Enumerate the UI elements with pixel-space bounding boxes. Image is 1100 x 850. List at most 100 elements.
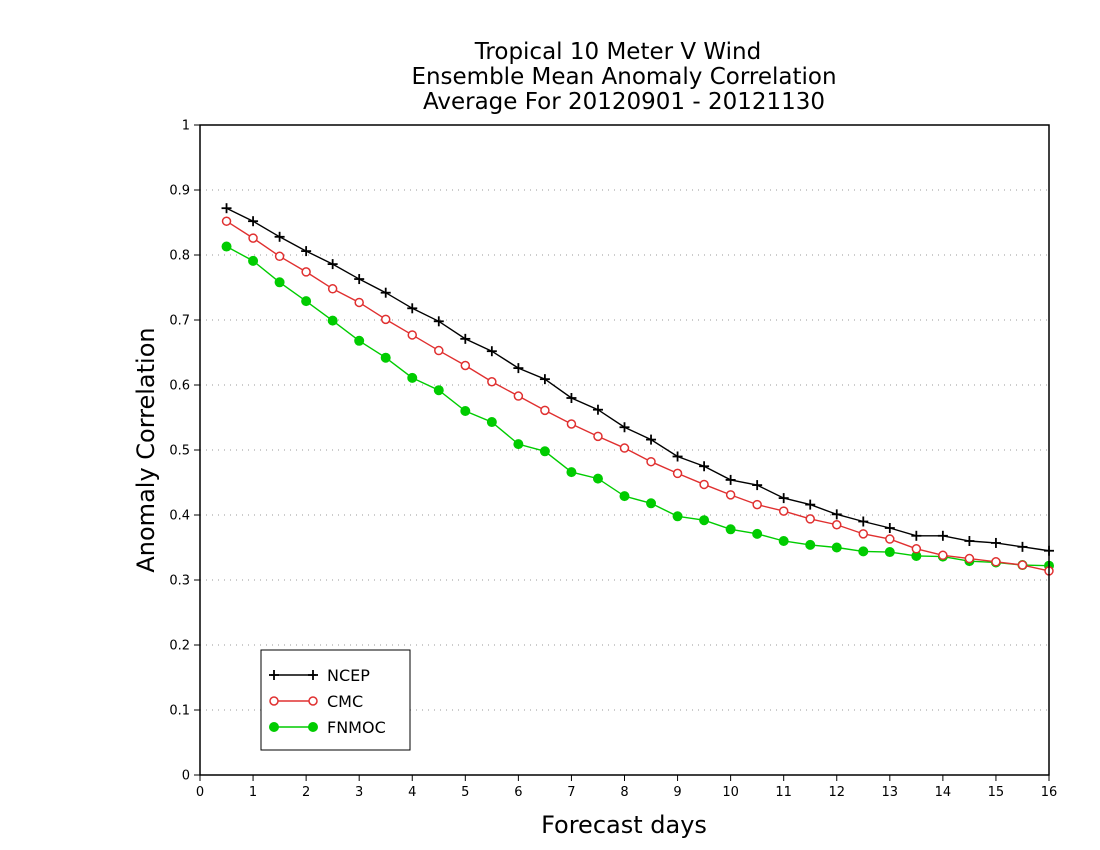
point-cmc-11 xyxy=(513,391,524,401)
point-cmc-19 xyxy=(725,490,736,500)
point-fnmoc-11 xyxy=(513,439,524,450)
point-ncep-20 xyxy=(752,480,763,491)
point-cmc-8 xyxy=(434,345,444,356)
point-cmc-28 xyxy=(964,553,975,564)
legend-label-fnmoc: FNMOC xyxy=(327,718,386,737)
point-cmc-26 xyxy=(911,544,922,554)
x-tick-label-10: 10 xyxy=(722,785,739,800)
point-fnmoc-5 xyxy=(354,335,365,346)
chart-title: Tropical 10 Meter V Wind Ensemble Mean A… xyxy=(411,39,836,115)
legend: NCEP CMC FNMOC xyxy=(260,649,411,751)
x-tick-label-7: 7 xyxy=(567,785,575,800)
point-cmc-2 xyxy=(274,251,285,262)
point-fnmoc-8 xyxy=(433,385,444,396)
point-ncep-24 xyxy=(858,516,869,527)
point-ncep-11 xyxy=(513,363,524,374)
chart-title-line-3: Average For 20120901 - 20121130 xyxy=(423,89,825,115)
x-axis-label: Forecast days xyxy=(541,811,707,839)
point-fnmoc-17 xyxy=(672,511,683,522)
point-fnmoc-25 xyxy=(884,547,895,558)
point-ncep-10 xyxy=(486,346,497,357)
point-cmc-24 xyxy=(858,529,869,539)
x-tick-label-6: 6 xyxy=(514,785,522,800)
x-tick-label-3: 3 xyxy=(355,785,363,800)
point-ncep-21 xyxy=(778,493,789,504)
y-tick-label-10: 1 xyxy=(182,119,190,134)
point-cmc-29 xyxy=(991,557,1001,567)
x-tick-label-16: 16 xyxy=(1041,785,1058,800)
x-tick-label-1: 1 xyxy=(249,785,257,800)
legend-item-cmc: CMC xyxy=(269,692,363,711)
point-cmc-25 xyxy=(885,534,895,544)
point-fnmoc-12 xyxy=(539,446,550,457)
point-cmc-23 xyxy=(832,520,842,530)
y-tick-label-3: 0.3 xyxy=(169,574,190,589)
point-fnmoc-1 xyxy=(248,255,259,266)
point-cmc-17 xyxy=(672,468,683,479)
y-axis-label: Anomaly Correlation xyxy=(132,327,160,572)
point-cmc-13 xyxy=(566,419,577,429)
point-fnmoc-4 xyxy=(327,315,338,326)
point-ncep-13 xyxy=(566,393,577,403)
point-ncep-18 xyxy=(699,461,710,472)
point-cmc-18 xyxy=(699,479,709,490)
chart-title-line-2: Ensemble Mean Anomaly Correlation xyxy=(411,64,836,90)
point-ncep-8 xyxy=(433,316,444,327)
point-fnmoc-13 xyxy=(566,467,577,478)
x-tick-label-15: 15 xyxy=(988,785,1005,800)
point-fnmoc-16 xyxy=(646,498,657,509)
point-ncep-6 xyxy=(380,287,391,298)
point-cmc-7 xyxy=(407,330,417,340)
point-cmc-14 xyxy=(593,431,603,442)
point-fnmoc-23 xyxy=(831,542,842,553)
point-cmc-20 xyxy=(752,499,762,510)
series-layer xyxy=(221,203,1054,576)
x-tick-label-13: 13 xyxy=(882,785,899,800)
point-cmc-15 xyxy=(619,443,630,453)
point-cmc-16 xyxy=(646,456,656,467)
y-tick-label-7: 0.7 xyxy=(169,314,190,329)
point-cmc-9 xyxy=(460,360,471,371)
point-cmc-6 xyxy=(380,314,391,325)
point-ncep-27 xyxy=(937,530,948,541)
legend-item-fnmoc: FNMOC xyxy=(269,718,386,737)
point-cmc-5 xyxy=(354,297,364,308)
point-ncep-25 xyxy=(884,523,895,533)
point-fnmoc-6 xyxy=(380,352,391,363)
y-tick-label-5: 0.5 xyxy=(169,444,190,459)
point-ncep-4 xyxy=(327,259,338,270)
point-cmc-0 xyxy=(221,216,232,226)
x-tick-label-9: 9 xyxy=(673,785,681,800)
point-ncep-9 xyxy=(460,333,471,344)
point-cmc-30 xyxy=(1017,560,1028,570)
point-ncep-30 xyxy=(1017,541,1028,552)
point-fnmoc-3 xyxy=(301,296,312,307)
y-tick-label-1: 0.1 xyxy=(169,704,190,719)
point-ncep-28 xyxy=(964,536,975,546)
y-tick-label-9: 0.9 xyxy=(169,184,190,199)
legend-label-cmc: CMC xyxy=(327,692,363,711)
point-fnmoc-14 xyxy=(592,473,603,484)
point-ncep-12 xyxy=(539,374,550,385)
x-tick-label-11: 11 xyxy=(775,785,792,800)
x-tick-label-4: 4 xyxy=(408,785,416,800)
point-ncep-14 xyxy=(592,404,603,415)
x-tick-label-0: 0 xyxy=(196,785,204,800)
y-tick-label-8: 0.8 xyxy=(169,249,190,264)
point-ncep-19 xyxy=(725,474,736,485)
legend-label-ncep: NCEP xyxy=(327,666,370,685)
series-line-ncep xyxy=(226,207,1050,552)
x-tick-label-5: 5 xyxy=(461,785,469,800)
point-cmc-1 xyxy=(248,233,258,243)
point-ncep-26 xyxy=(911,530,922,541)
x-axis: 0 1 2 3 4 5 6 7 8 9 10 11 12 13 14 15 16 xyxy=(196,775,1057,800)
point-fnmoc-2 xyxy=(274,277,285,288)
series-cmc xyxy=(221,216,1054,576)
x-tick-label-8: 8 xyxy=(620,785,628,800)
legend-marker-cmc-a xyxy=(269,696,279,706)
point-ncep-3 xyxy=(301,246,312,257)
y-tick-label-6: 0.6 xyxy=(169,379,190,394)
y-tick-label-2: 0.2 xyxy=(169,639,190,654)
y-tick-label-0: 0 xyxy=(182,769,190,784)
